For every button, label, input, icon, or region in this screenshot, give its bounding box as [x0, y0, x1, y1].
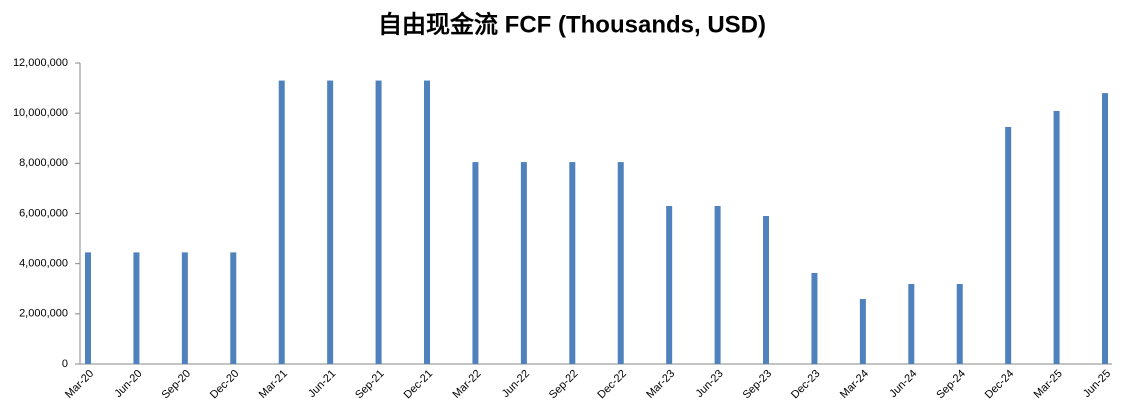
x-tick-label: Jun-21 — [306, 368, 338, 400]
x-tick-label: Sep-21 — [353, 368, 387, 402]
bar — [230, 252, 237, 364]
x-tick-label: Jun-24 — [887, 368, 919, 400]
x-tick-label: Mar-23 — [644, 368, 677, 401]
bar — [327, 80, 334, 364]
bar — [1102, 93, 1109, 364]
bar — [520, 162, 527, 364]
bar — [1005, 126, 1012, 365]
bar — [908, 283, 915, 364]
bar — [375, 80, 382, 364]
bar — [569, 162, 576, 364]
bar — [956, 283, 963, 364]
x-tick-label: Jun-23 — [693, 368, 725, 400]
x-tick-label: Sep-24 — [934, 368, 968, 402]
y-tick-label: 8,000,000 — [19, 157, 68, 169]
y-tick-label: 4,000,000 — [19, 258, 68, 270]
x-tick-label: Jun-25 — [1081, 368, 1113, 400]
chart-title: 自由现金流 FCF (Thousands, USD) — [378, 10, 766, 38]
x-tick-label: Mar-21 — [257, 368, 290, 401]
bar — [714, 205, 721, 364]
bar — [472, 162, 479, 364]
bar — [1053, 110, 1060, 364]
y-tick-label: 2,000,000 — [19, 308, 68, 320]
bar — [278, 80, 285, 364]
x-tick-label: Jun-22 — [500, 368, 532, 400]
x-tick-label: Mar-20 — [63, 368, 96, 401]
bar — [181, 252, 188, 364]
x-tick-label: Dec-21 — [402, 368, 436, 402]
x-tick-label: Sep-20 — [159, 368, 193, 402]
y-tick-label: 0 — [62, 358, 68, 370]
bar — [85, 252, 91, 364]
y-tick-label: 12,000,000 — [13, 57, 68, 69]
y-tick-label: 6,000,000 — [19, 207, 68, 219]
x-tick-label: Mar-24 — [838, 368, 871, 401]
x-tick-label: Dec-22 — [595, 368, 629, 402]
x-tick-label: Dec-20 — [208, 368, 242, 402]
bar — [811, 272, 818, 364]
bar — [859, 299, 866, 364]
x-tick-label: Dec-23 — [789, 368, 823, 402]
x-tick-label: Mar-22 — [450, 368, 483, 401]
bar — [424, 80, 431, 364]
x-tick-label: Mar-25 — [1032, 368, 1065, 401]
x-tick-label: Sep-23 — [741, 368, 775, 402]
bar — [617, 162, 624, 364]
y-tick-label: 10,000,000 — [13, 107, 68, 119]
x-tick-label: Dec-24 — [983, 368, 1017, 402]
x-tick-label: Jun-20 — [112, 368, 144, 400]
bar — [133, 252, 140, 364]
bar — [763, 216, 770, 364]
x-tick-label: Sep-22 — [547, 368, 581, 402]
bar — [666, 205, 673, 364]
